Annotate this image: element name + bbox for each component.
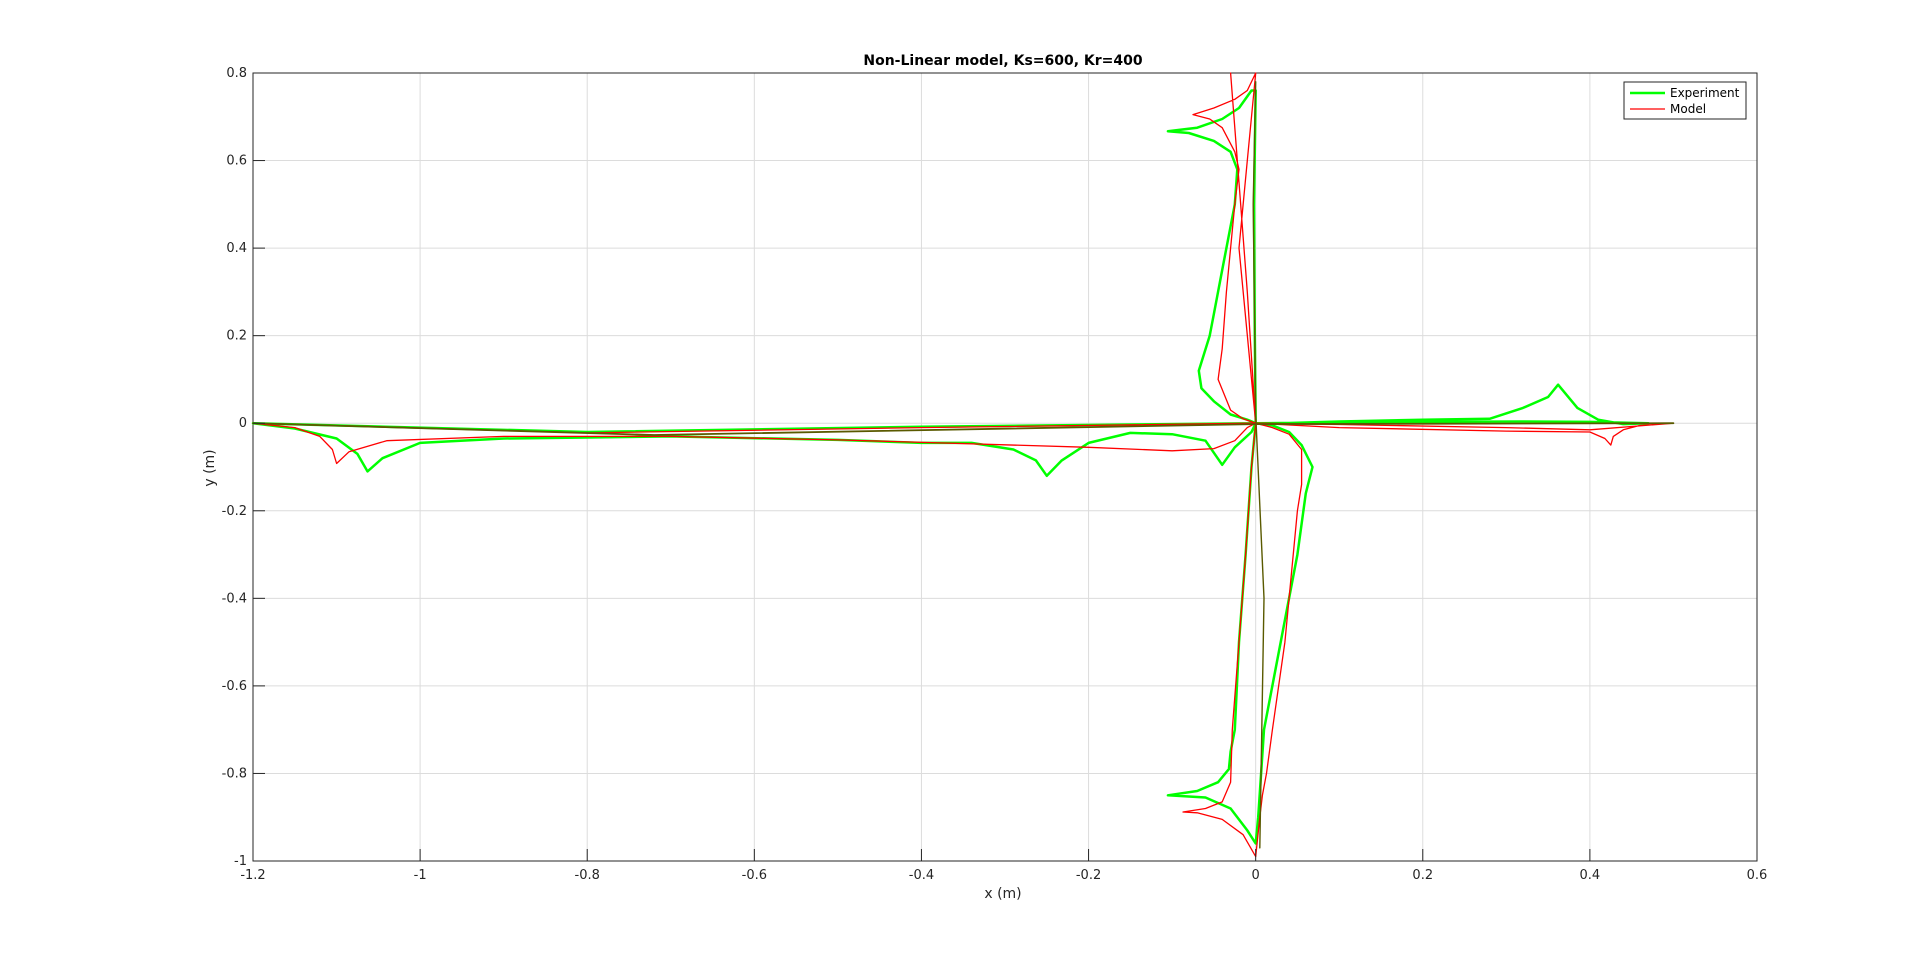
y-tick-label: -0.4	[222, 591, 247, 606]
x-tick-label: 0.4	[1580, 868, 1601, 883]
y-axis-label: y (m)	[202, 449, 218, 486]
series-experiment-line	[251, 89, 1650, 845]
y-tick-label: -0.6	[222, 679, 247, 694]
x-tick-label: -0.6	[742, 868, 767, 883]
x-tick-label: 0	[1252, 868, 1260, 883]
y-tick-label: -0.2	[222, 504, 247, 519]
y-tick-label: -1	[234, 854, 247, 869]
x-tick-label: 0.6	[1747, 868, 1768, 883]
y-tick-label: 0.4	[226, 241, 247, 256]
plot-area	[252, 72, 1758, 862]
y-tick-label: -0.8	[222, 766, 247, 781]
series-2-line	[252, 422, 1675, 436]
chart-title: Non-Linear model, Ks=600, Kr=400	[863, 53, 1143, 69]
x-axis-label: x (m)	[984, 886, 1021, 902]
ticks: -1.2 -1 -0.8 -0.6 -0.4 -0.2 0 0.2 0.4 0.6-1-0.8-0…	[222, 66, 1768, 883]
y-tick-label: 0.8	[226, 66, 247, 81]
x-tick-label: -1	[414, 868, 427, 883]
x-tick-label: -0.2	[1076, 868, 1101, 883]
y-tick-label: 0.6	[226, 154, 247, 169]
legend-box	[1623, 81, 1747, 120]
x-tick-label: -0.4	[909, 868, 934, 883]
x-tick-label: -1.2	[240, 868, 265, 883]
legend-label-experiment: Experiment	[1670, 86, 1740, 100]
series-layer	[251, 72, 1675, 858]
x-tick-label: 0.2	[1412, 868, 1433, 883]
series-model-line	[252, 72, 1675, 858]
legend-label-model: Model	[1670, 102, 1706, 116]
y-tick-label: 0	[239, 416, 247, 431]
legend: Experiment Model	[1623, 81, 1747, 120]
series-3-line	[1252, 81, 1265, 849]
x-tick-label: -0.8	[575, 868, 600, 883]
y-tick-label: 0.2	[226, 329, 247, 344]
